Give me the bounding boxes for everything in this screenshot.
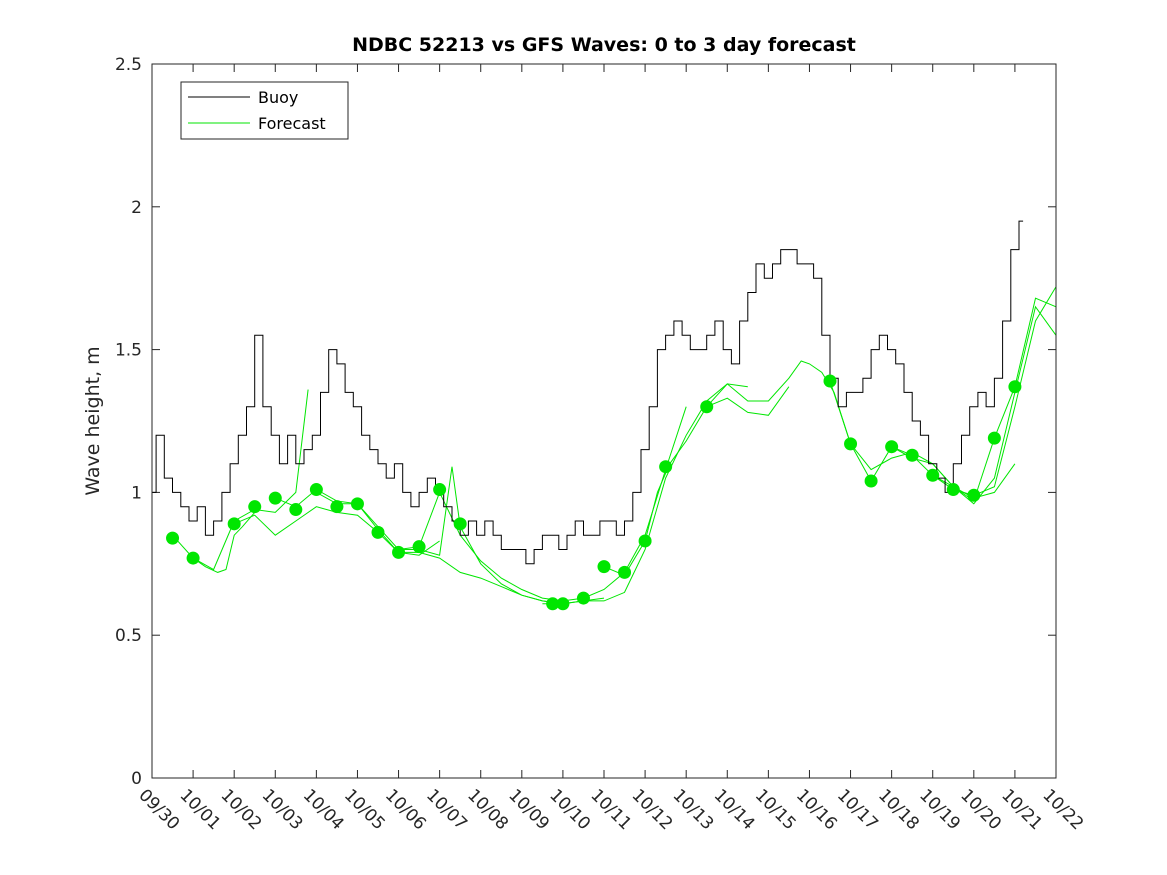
forecast-point (309, 483, 323, 497)
forecast-point (546, 597, 560, 611)
forecast-point (638, 534, 652, 548)
forecast-point (885, 440, 899, 454)
forecast-point (330, 500, 344, 514)
chart-title: NDBC 52213 vs GFS Waves: 0 to 3 day fore… (352, 34, 856, 56)
forecast-point (597, 560, 611, 574)
forecast-line (603, 386, 790, 576)
y-tick-label: 0 (131, 769, 142, 789)
forecast-point (433, 483, 447, 497)
y-tick-label: 0.5 (115, 626, 142, 646)
y-tick-label: 1 (131, 483, 142, 503)
forecast-point (946, 483, 960, 497)
forecast-point (987, 431, 1001, 445)
forecast-point (186, 551, 200, 565)
forecast-point (844, 437, 858, 451)
forecast-point (453, 517, 467, 531)
forecast-line (891, 305, 1057, 505)
forecast-point (350, 497, 364, 511)
y-tick-label: 2 (131, 198, 142, 218)
forecast-line (542, 383, 748, 605)
forecast-point (371, 525, 385, 539)
buoy-line (152, 220, 1024, 565)
legend-buoy-label: Buoy (258, 88, 298, 107)
y-tick-label: 1.5 (115, 341, 142, 361)
forecast-point (967, 488, 981, 502)
forecast-point (1008, 380, 1022, 394)
forecast-point (412, 540, 426, 554)
forecast-point (556, 597, 570, 611)
legend-forecast-label: Forecast (258, 114, 326, 133)
forecast-point (905, 448, 919, 462)
y-axis-label: Wave height, m (82, 346, 104, 495)
forecast-point (268, 491, 282, 505)
plot-frame (151, 63, 1057, 779)
forecast-point (700, 400, 714, 414)
forecast-point (926, 468, 940, 482)
y-axis: 0 0.5 1 1.5 2 2.5 (115, 55, 1056, 789)
forecast-point (166, 531, 180, 545)
forecast-line (829, 286, 1057, 496)
buoy-series (152, 220, 1024, 565)
forecast-point (659, 460, 673, 474)
forecast-point (576, 591, 590, 605)
forecast-point (618, 565, 632, 579)
legend: Buoy Forecast (180, 81, 349, 140)
forecast-point (392, 545, 406, 559)
forecast-point (227, 517, 241, 531)
forecast-point (248, 500, 262, 514)
forecast-markers (166, 374, 1022, 611)
forecast-point (864, 474, 878, 488)
y-tick-label: 2.5 (115, 55, 142, 75)
legend-box (180, 81, 349, 140)
forecast-point (823, 374, 837, 388)
forecast-point (289, 503, 303, 517)
